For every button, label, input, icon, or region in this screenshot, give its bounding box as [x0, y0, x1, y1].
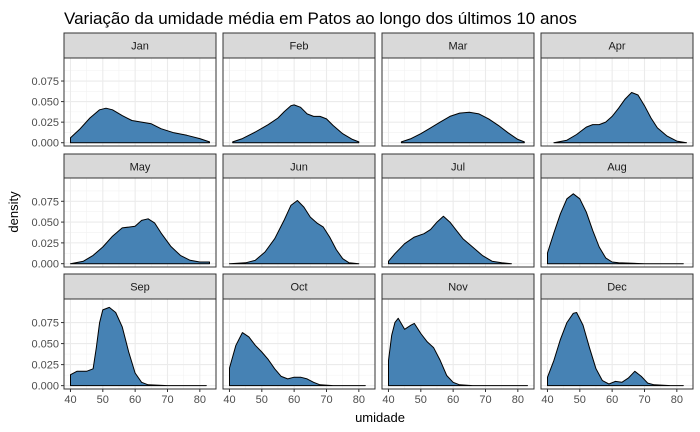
x-tick-label: 80	[671, 394, 683, 406]
facet-strip	[222, 32, 376, 59]
facet-grid: Jan 0.000 0.025 0.050 0.075 Feb Mar Apr May 0.000…	[31, 32, 694, 406]
facet-panel-dec: Dec 40 50 60 70 80	[540, 273, 694, 406]
chart-title: Variação da umidade média em Patos ao lo…	[64, 9, 577, 28]
x-tick-label: 50	[256, 394, 268, 406]
facet-strip	[63, 273, 217, 300]
facet-strip	[381, 153, 535, 180]
density-area-jul	[388, 215, 512, 265]
density-area-may	[70, 218, 210, 265]
x-tick-label: 40	[382, 394, 394, 406]
x-tick-label: 80	[194, 394, 206, 406]
panel-border	[222, 57, 376, 147]
x-tick-label: 40	[64, 394, 76, 406]
y-axis-title: density	[6, 191, 21, 233]
facet-panel-feb: Feb	[222, 32, 376, 147]
panel-border	[222, 298, 376, 390]
panel-border	[222, 177, 376, 268]
x-tick-label: 70	[320, 394, 332, 406]
facet-panel-oct: Oct 40 50 60 70 80	[222, 273, 376, 406]
facet-strip-label: Jan	[131, 41, 149, 53]
panel-border	[540, 298, 694, 390]
density-area-feb	[232, 104, 360, 144]
panel-border	[540, 177, 694, 268]
panel-border	[381, 177, 535, 268]
facet-strip-label: Mar	[449, 41, 468, 53]
facet-panel-nov: Nov 40 50 60 70 80	[381, 273, 535, 406]
facet-strip	[540, 32, 694, 59]
x-tick-label: 60	[606, 394, 618, 406]
facet-strip-label: Sep	[130, 282, 150, 294]
facet-panel-may: May 0.000 0.025 0.050 0.075	[31, 153, 217, 271]
panel-border	[381, 298, 535, 390]
facet-strip-label: Nov	[448, 282, 468, 294]
facet-strip	[222, 153, 376, 180]
y-tick-label: 0.075	[31, 196, 59, 208]
x-axis-title: umidade	[355, 410, 405, 425]
facet-panel-aug: Aug	[540, 153, 694, 268]
x-tick-label: 40	[223, 394, 235, 406]
facet-panel-jul: Jul	[381, 153, 535, 268]
x-tick-label: 50	[97, 394, 109, 406]
y-tick-label: 0.050	[31, 217, 59, 229]
x-tick-label: 60	[288, 394, 300, 406]
x-tick-label: 70	[479, 394, 491, 406]
density-area-jun	[229, 200, 360, 265]
density-area-oct	[229, 332, 366, 387]
y-tick-label: 0.025	[31, 238, 59, 250]
facet-strip	[540, 153, 694, 180]
facet-panel-mar: Mar	[381, 32, 535, 147]
facet-panel-apr: Apr	[540, 32, 694, 147]
density-area-dec	[547, 312, 684, 387]
facet-strip-label: Jul	[451, 162, 465, 174]
density-area-jan	[70, 107, 210, 144]
y-tick-label: 0.050	[31, 97, 59, 109]
y-tick-label: 0.075	[31, 318, 59, 330]
density-area-mar	[400, 111, 525, 144]
facet-strip	[540, 273, 694, 300]
x-tick-label: 80	[353, 394, 365, 406]
facet-panel-jan: Jan 0.000 0.025 0.050 0.075	[31, 32, 217, 150]
y-tick-label: 0.025	[31, 117, 59, 129]
y-tick-label: 0.000	[31, 138, 59, 150]
facet-strip-label: May	[130, 162, 151, 174]
density-area-nov	[388, 317, 528, 387]
x-tick-label: 50	[415, 394, 427, 406]
facet-strip-label: Aug	[607, 162, 627, 174]
x-tick-label: 70	[161, 394, 173, 406]
y-tick-label: 0.000	[31, 381, 59, 393]
x-tick-label: 70	[638, 394, 650, 406]
y-tick-label: 0.025	[31, 360, 59, 372]
facet-panel-sep: Sep 40 50 60 70 80 0.000 0.025 0.050 0.075	[31, 273, 217, 406]
density-area-sep	[70, 306, 207, 387]
x-tick-label: 80	[512, 394, 524, 406]
density-area-apr	[553, 92, 687, 144]
density-area-aug	[547, 193, 684, 265]
panel-border	[540, 57, 694, 147]
facet-strip	[381, 273, 535, 300]
facet-strip-label: Feb	[290, 41, 309, 53]
facet-strip-label: Jun	[290, 162, 308, 174]
facet-strip-label: Oct	[290, 282, 307, 294]
x-tick-label: 40	[541, 394, 553, 406]
x-tick-label: 50	[574, 394, 586, 406]
facet-strip	[381, 32, 535, 59]
y-tick-label: 0.075	[31, 76, 59, 88]
y-tick-label: 0.000	[31, 259, 59, 271]
facet-strip	[63, 32, 217, 59]
facet-strip-label: Dec	[607, 282, 627, 294]
facet-panel-jun: Jun	[222, 153, 376, 268]
y-tick-label: 0.050	[31, 339, 59, 351]
panel-border	[381, 57, 535, 147]
x-tick-label: 60	[447, 394, 459, 406]
x-tick-label: 60	[129, 394, 141, 406]
facet-strip-label: Apr	[608, 41, 625, 53]
